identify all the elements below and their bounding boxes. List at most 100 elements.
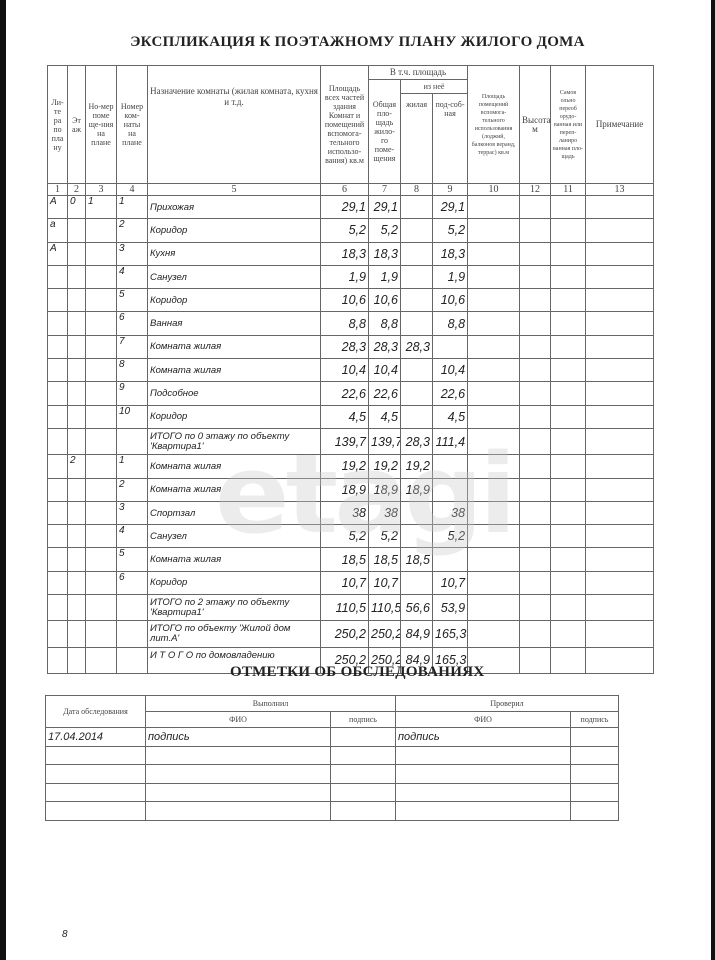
area-aux-cell <box>431 477 469 502</box>
table-row: А 0 1 1 Прихожая 29,1 29,1 29,1 <box>47 194 655 220</box>
samovol-cell <box>550 477 587 502</box>
litera-cell <box>47 381 68 406</box>
area-aux-cell: 10,4 <box>431 358 469 383</box>
vspom-cell <box>467 311 521 336</box>
vypolnil-sign-cell <box>330 801 396 821</box>
komn-cell: 2 <box>116 218 148 243</box>
area-living-total-cell: 29,1 <box>368 194 401 220</box>
header-p-fio: ФИО <box>395 711 571 728</box>
name-cell: Ванная <box>147 311 321 336</box>
samovol-cell <box>550 311 587 336</box>
column-number: 10 <box>467 183 521 196</box>
column-number: 8 <box>400 183 433 196</box>
area-total-cell: 29,1 <box>320 194 369 220</box>
area-living-total-cell: 28,3 <box>368 334 401 360</box>
pom-cell <box>85 570 117 596</box>
vspom-cell <box>467 381 521 406</box>
komn-cell: 2 <box>116 477 148 502</box>
samovol-cell <box>550 620 587 648</box>
etazh-cell <box>67 311 86 336</box>
height-cell <box>519 334 552 360</box>
exam-row <box>45 782 619 802</box>
header-primech: Примечание <box>585 65 655 184</box>
height-cell <box>519 194 552 220</box>
proveril-fio-cell <box>395 782 571 802</box>
exam-row: 17.04.2014 подпись подпись <box>45 727 619 747</box>
column-number: 9 <box>431 183 469 196</box>
area-living-cell: 28,3 <box>400 427 433 456</box>
vypolnil-fio-cell: подпись <box>145 727 331 747</box>
name-cell: Спортзал <box>147 500 321 526</box>
area-aux-cell <box>431 334 469 360</box>
litera-cell: а <box>47 218 68 243</box>
proveril-fio-cell <box>395 764 571 784</box>
table-row: 3 Спортзал 38 38 38 <box>47 500 655 526</box>
area-living-total-cell: 1,9 <box>368 264 401 290</box>
note-cell <box>585 594 655 622</box>
vspom-cell <box>467 594 521 622</box>
height-cell <box>519 427 552 456</box>
column-number: 4 <box>116 183 148 196</box>
height-cell <box>519 454 552 479</box>
column-number: 5 <box>147 183 321 196</box>
note-cell <box>585 547 655 572</box>
header-samovol: Самов ольно переоб орудо-ванная или пере… <box>550 65 587 184</box>
header-vysota: Высота м <box>519 65 552 184</box>
note-cell <box>585 404 655 429</box>
area-living-total-cell: 18,5 <box>368 547 401 572</box>
name-cell: Прихожая <box>147 194 321 220</box>
pom-cell <box>85 524 117 549</box>
vypolnil-sign-cell <box>330 745 396 765</box>
vypolnil-sign-cell <box>330 764 396 784</box>
etazh-cell <box>67 477 86 502</box>
area-total-cell: 28,3 <box>320 334 369 360</box>
area-total-cell: 139,7 <box>320 427 369 456</box>
name-cell: Комната жилая <box>147 358 321 383</box>
height-cell <box>519 264 552 290</box>
pom-cell <box>85 547 117 572</box>
note-cell <box>585 334 655 360</box>
scan-edge-left <box>0 0 6 960</box>
height-cell <box>519 500 552 526</box>
name-cell: Коридор <box>147 218 321 243</box>
area-living-total-cell: 4,5 <box>368 404 401 429</box>
vspom-cell <box>467 620 521 648</box>
samovol-cell <box>550 241 587 266</box>
area-aux-cell: 165,3 <box>431 646 469 674</box>
vypolnil-fio-cell <box>145 801 331 821</box>
area-total-cell: 18,5 <box>320 547 369 572</box>
area-total-cell: 10,4 <box>320 358 369 383</box>
area-living-total-cell: 8,8 <box>368 311 401 336</box>
height-cell <box>519 594 552 622</box>
note-cell <box>585 427 655 456</box>
area-aux-cell: 5,2 <box>431 524 469 549</box>
samovol-cell <box>550 454 587 479</box>
pom-cell: 1 <box>85 194 117 220</box>
litera-cell <box>47 594 68 622</box>
komn-cell <box>116 646 148 674</box>
vspom-cell <box>467 288 521 313</box>
note-cell <box>585 194 655 220</box>
proveril-fio-cell <box>395 745 571 765</box>
exam-title: ОТМЕТКИ ОБ ОБСЛЕДОВАНИЯХ <box>230 664 485 680</box>
samovol-cell <box>550 381 587 406</box>
header-obshaya: Общая пло-щадь жило-го поме-щения <box>368 79 401 184</box>
area-living-cell: 84,9 <box>400 646 433 674</box>
etazh-cell <box>67 620 86 648</box>
area-living-total-cell: 18,9 <box>368 477 401 502</box>
header-zhilaya: жилая <box>400 93 433 184</box>
date-cell: 17.04.2014 <box>45 727 146 747</box>
litera-cell <box>47 311 68 336</box>
table-row: И Т О Г О по домовладению 250,2 250,2 84,9 1… <box>47 646 655 674</box>
header-ploshad-vsego: Площадь всех частей здания Комнат и поме… <box>320 65 369 184</box>
area-total-cell: 10,6 <box>320 288 369 313</box>
etazh-cell <box>67 547 86 572</box>
area-aux-cell: 10,6 <box>431 288 469 313</box>
date-cell <box>45 782 146 802</box>
header-vtch: В т.ч. площадь <box>367 65 469 80</box>
area-living-cell <box>400 194 433 220</box>
litera-cell <box>47 427 68 456</box>
date-cell <box>45 764 146 784</box>
area-total-cell: 19,2 <box>320 454 369 479</box>
area-aux-cell: 1,9 <box>431 264 469 290</box>
